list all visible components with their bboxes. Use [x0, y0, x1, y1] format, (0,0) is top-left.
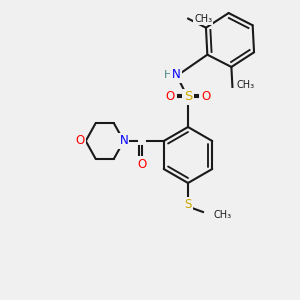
Text: H: H: [164, 70, 172, 80]
Text: S: S: [184, 91, 192, 103]
Text: O: O: [137, 158, 146, 170]
Text: O: O: [165, 91, 175, 103]
Text: CH₃: CH₃: [194, 14, 212, 24]
Text: CH₃: CH₃: [236, 80, 254, 90]
Text: CH₃: CH₃: [214, 210, 232, 220]
Text: N: N: [172, 68, 180, 82]
Text: O: O: [201, 91, 211, 103]
Text: N: N: [119, 134, 128, 148]
Text: S: S: [184, 199, 192, 212]
Text: O: O: [75, 134, 84, 148]
